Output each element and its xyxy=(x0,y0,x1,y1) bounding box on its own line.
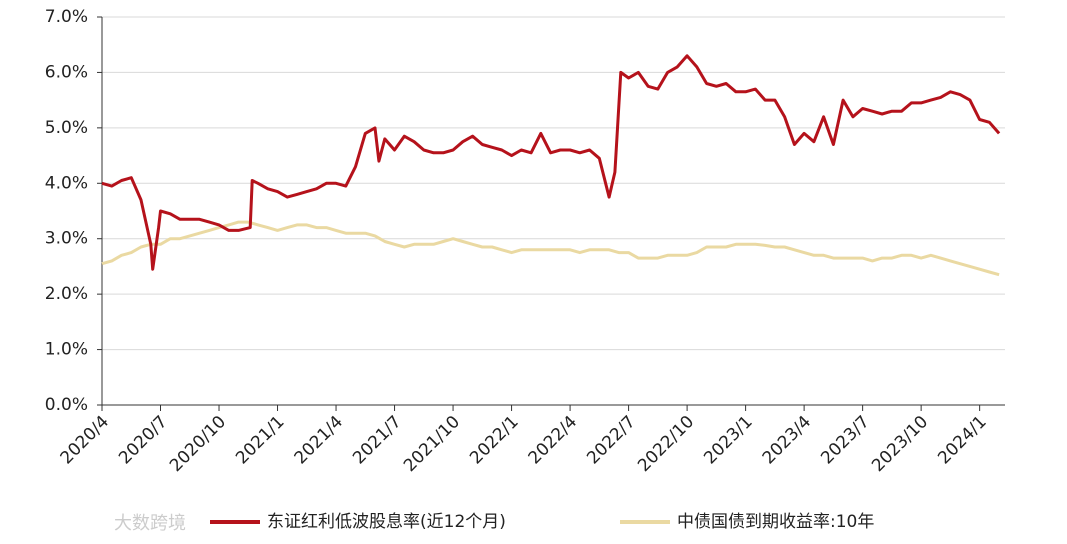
x-tick-label: 2023/1 xyxy=(700,412,756,468)
y-tick-label: 3.0% xyxy=(45,229,88,249)
line-series xyxy=(101,54,1001,271)
y-tick-label: 5.0% xyxy=(45,118,88,138)
y-tick-label: 4.0% xyxy=(45,173,88,193)
x-tick-label: 2020/7 xyxy=(115,412,171,468)
legend-label: 东证红利低波股息率(近12个月) xyxy=(267,512,506,532)
x-tick-label: 2021/7 xyxy=(349,412,405,468)
x-tick-label: 2020/10 xyxy=(166,412,230,476)
watermark: 大数跨境 xyxy=(114,513,186,534)
x-tick-label: 2023/7 xyxy=(817,412,873,468)
x-tick-label: 2021/10 xyxy=(400,412,464,476)
y-tick-label: 6.0% xyxy=(45,62,88,82)
x-tick-label: 2022/7 xyxy=(583,412,639,468)
x-tick-label: 2023/4 xyxy=(759,412,815,468)
y-tick-label: 0.0% xyxy=(45,395,88,415)
x-tick-label: 2023/10 xyxy=(868,412,932,476)
y-tick-label: 1.0% xyxy=(45,340,88,360)
x-tick-label: 2021/1 xyxy=(232,412,288,468)
x-tick-label: 2022/4 xyxy=(525,412,581,468)
x-tick-label: 2020/4 xyxy=(57,412,113,468)
x-tick-label: 2022/10 xyxy=(634,412,698,476)
x-tick-label: 2022/1 xyxy=(466,412,522,468)
legend-label: 中债国债到期收益率:10年 xyxy=(677,512,874,532)
y-tick-label: 2.0% xyxy=(45,284,88,304)
y-tick-label: 7.0% xyxy=(45,7,88,27)
x-tick-label: 2024/1 xyxy=(934,412,990,468)
x-tick-label: 2021/4 xyxy=(291,412,347,468)
